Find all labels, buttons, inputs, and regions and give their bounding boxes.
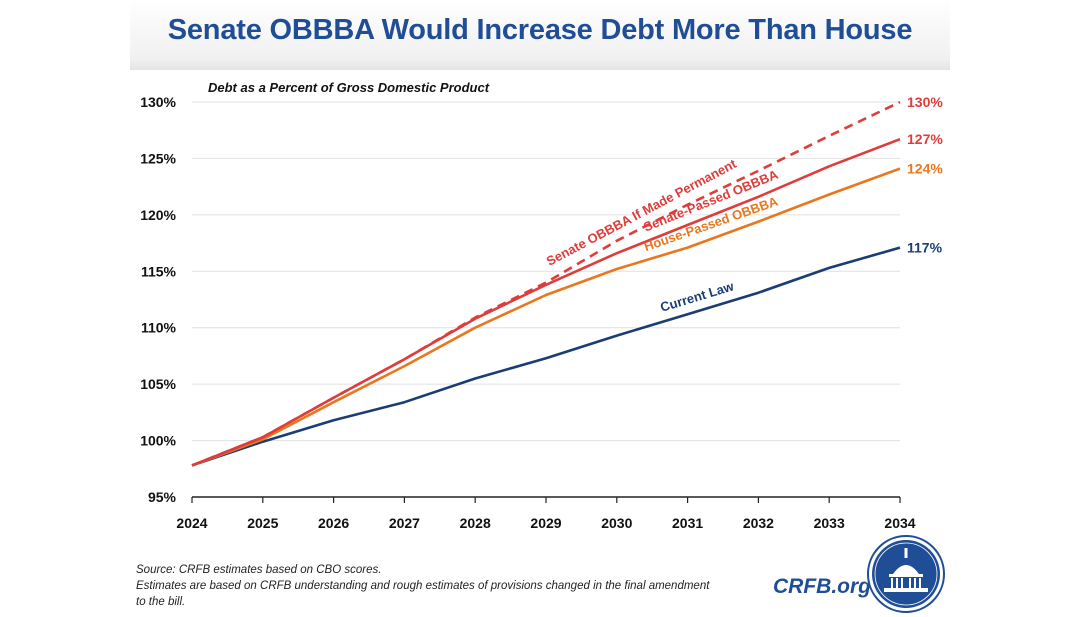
brand-link[interactable]: CRFB.org	[773, 575, 871, 598]
x-tick-label: 2033	[814, 515, 845, 531]
x-tick-label: 2030	[601, 515, 632, 531]
end-value-label: 127%	[907, 131, 943, 147]
chart-subtitle: Debt as a Percent of Gross Domestic Prod…	[208, 80, 490, 95]
capitol-seal-icon	[867, 535, 945, 613]
end-value-label: 130%	[907, 94, 943, 110]
x-tick-label: 2031	[672, 515, 703, 531]
source-line: Source: CRFB estimates based on CBO scor…	[136, 564, 382, 576]
series-name-label: Current Law	[658, 278, 736, 315]
series-line	[191, 100, 901, 467]
series-line	[191, 246, 901, 467]
note-line: Estimates are based on CRFB understandin…	[136, 580, 710, 608]
x-tick-label: 2024	[176, 515, 207, 531]
x-tick-label: 2032	[743, 515, 774, 531]
y-tick-label: 100%	[140, 433, 176, 449]
y-axis-ticks: 95% 100% 105% 110% 115% 120% 125% 130%	[140, 94, 176, 505]
end-value-label: 124%	[907, 161, 943, 177]
x-tick-label: 2027	[389, 515, 420, 531]
y-tick-label: 130%	[140, 94, 176, 110]
x-axis: 2024 2025 2026 2027 2028 2029 2030 2031 2032 2033…	[176, 496, 916, 531]
y-tick-label: 125%	[140, 150, 176, 166]
y-tick-label: 120%	[140, 207, 176, 223]
series-line	[191, 137, 901, 467]
y-tick-label: 105%	[140, 376, 176, 392]
page-title: Senate OBBBA Would Increase Debt More Th…	[167, 14, 913, 46]
x-tick-label: 2034	[884, 515, 915, 531]
series-name-label: Senate OBBBA If Made Permanent	[544, 156, 740, 269]
y-tick-label: 110%	[141, 320, 177, 336]
x-tick-label: 2028	[460, 515, 491, 531]
series-labels: 117%124%127%130%Current LawHouse-Passed …	[544, 94, 944, 315]
series-line	[191, 167, 901, 467]
y-tick-label: 95%	[148, 489, 177, 505]
end-value-label: 117%	[907, 240, 943, 256]
source-note: Source: CRFB estimates based on CBO scor…	[136, 562, 716, 610]
series-lines	[191, 100, 901, 467]
x-tick-label: 2029	[530, 515, 561, 531]
x-tick-label: 2026	[318, 515, 349, 531]
y-tick-label: 115%	[141, 263, 177, 279]
title-band	[130, 0, 950, 70]
x-tick-label: 2025	[247, 515, 278, 531]
